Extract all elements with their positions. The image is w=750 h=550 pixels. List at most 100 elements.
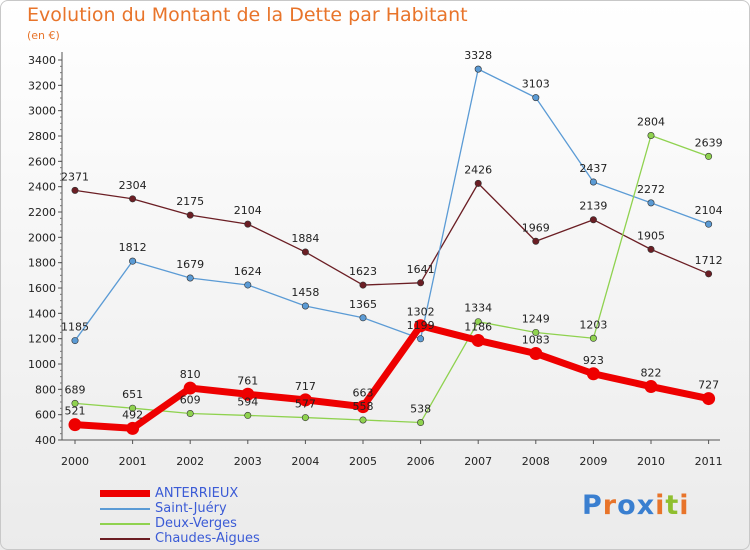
- data-point-anterrieux: [126, 421, 140, 435]
- legend-label: Chaudes-Aigues: [155, 531, 260, 546]
- data-label-deux-verges: 538: [410, 403, 431, 416]
- data-label-deux-verges: 651: [122, 388, 143, 401]
- y-tick-label: 3400: [28, 54, 56, 67]
- data-label-anterrieux: 521: [65, 405, 86, 418]
- data-label-saint-ju-ry: 1679: [176, 258, 204, 271]
- data-point-anterrieux: [68, 418, 82, 432]
- data-point-chaudes-aigues: [589, 216, 597, 224]
- data-label-chaudes-aigues: 2371: [61, 170, 89, 183]
- data-point-anterrieux: [356, 400, 370, 414]
- data-label-deux-verges: 609: [180, 394, 201, 407]
- data-label-saint-ju-ry: 2104: [695, 204, 723, 217]
- data-label-saint-ju-ry: 1624: [234, 265, 262, 278]
- x-tick-label: 2000: [61, 455, 89, 468]
- y-tick-label: 400: [35, 434, 56, 447]
- data-point-deux-verges: [129, 404, 137, 412]
- data-label-anterrieux: 663: [353, 387, 374, 400]
- logo-letter: t: [665, 490, 680, 521]
- data-point-chaudes-aigues: [474, 179, 482, 187]
- data-point-anterrieux: [183, 381, 197, 395]
- data-label-deux-verges: 1249: [522, 312, 550, 325]
- data-label-anterrieux: 923: [583, 354, 604, 367]
- data-label-deux-verges: 558: [353, 400, 374, 413]
- data-point-deux-verges: [647, 131, 655, 139]
- x-tick-label: 2008: [522, 455, 550, 468]
- data-point-saint-ju-ry: [474, 65, 482, 73]
- data-label-chaudes-aigues: 2139: [579, 200, 607, 213]
- data-label-anterrieux: 727: [698, 379, 719, 392]
- data-label-saint-ju-ry: 3103: [522, 78, 550, 91]
- data-point-deux-verges: [589, 334, 597, 342]
- data-point-deux-verges: [474, 318, 482, 326]
- data-point-saint-ju-ry: [359, 314, 367, 322]
- data-label-anterrieux: 810: [180, 368, 201, 381]
- data-point-deux-verges: [532, 328, 540, 336]
- logo-letter: x: [636, 490, 656, 521]
- data-point-saint-ju-ry: [71, 337, 79, 345]
- data-label-saint-ju-ry: 1199: [407, 319, 435, 332]
- data-label-anterrieux: 492: [122, 408, 143, 421]
- data-point-deux-verges: [71, 399, 79, 407]
- y-tick-label: 2600: [28, 155, 56, 168]
- series-line-chaudes-aigues: [74, 182, 710, 286]
- x-tick-label: 2005: [349, 455, 377, 468]
- data-point-chaudes-aigues: [532, 237, 540, 245]
- legend-label: Saint-Juéry: [155, 501, 227, 516]
- x-tick-label: 2006: [407, 455, 435, 468]
- data-point-deux-verges: [186, 410, 194, 418]
- data-point-deux-verges: [359, 416, 367, 424]
- data-label-anterrieux: 822: [641, 367, 662, 380]
- y-tick-label: 2400: [28, 181, 56, 194]
- data-label-chaudes-aigues: 1712: [695, 254, 723, 267]
- y-tick-label: 1000: [28, 358, 56, 371]
- data-point-saint-ju-ry: [244, 281, 252, 289]
- data-label-chaudes-aigues: 1905: [637, 229, 665, 242]
- y-tick-label: 800: [35, 383, 56, 396]
- data-label-chaudes-aigues: 2426: [464, 163, 492, 176]
- data-point-chaudes-aigues: [301, 248, 309, 256]
- data-label-deux-verges: 689: [65, 383, 86, 396]
- data-label-anterrieux: 717: [295, 380, 316, 393]
- series-line-saint-ju-ry: [74, 68, 710, 342]
- data-point-anterrieux: [298, 393, 312, 407]
- data-point-saint-ju-ry: [301, 302, 309, 310]
- data-label-chaudes-aigues: 1969: [522, 221, 550, 234]
- logo-letter: P: [582, 490, 603, 521]
- data-label-anterrieux: 761: [237, 374, 258, 387]
- data-label-chaudes-aigues: 2304: [119, 179, 147, 192]
- legend-swatch: [100, 507, 150, 510]
- data-label-deux-verges: 2804: [637, 115, 665, 128]
- data-point-saint-ju-ry: [647, 199, 655, 207]
- data-label-anterrieux: 1083: [522, 333, 550, 346]
- data-point-chaudes-aigues: [647, 245, 655, 253]
- legend-swatch: [100, 490, 150, 497]
- legend-label: Deux-Verges: [155, 516, 237, 531]
- data-point-anterrieux: [529, 346, 543, 360]
- data-label-saint-ju-ry: 1458: [291, 286, 319, 299]
- logo-letter: r: [602, 490, 618, 521]
- data-point-saint-ju-ry: [129, 257, 137, 265]
- data-label-saint-ju-ry: 1812: [119, 241, 147, 254]
- data-label-chaudes-aigues: 1641: [407, 263, 435, 276]
- data-point-anterrieux: [702, 392, 716, 406]
- series-line-deux-verges: [74, 134, 710, 424]
- y-tick-label: 2800: [28, 130, 56, 143]
- data-label-deux-verges: 2639: [695, 136, 723, 149]
- chart-title: Evolution du Montant de la Dette par Hab…: [27, 4, 468, 26]
- data-point-chaudes-aigues: [417, 279, 425, 287]
- data-point-chaudes-aigues: [186, 211, 194, 219]
- y-tick-label: 3200: [28, 79, 56, 92]
- y-tick-label: 1200: [28, 333, 56, 346]
- data-point-chaudes-aigues: [705, 270, 713, 278]
- data-point-saint-ju-ry: [589, 178, 597, 186]
- y-tick-label: 3000: [28, 105, 56, 118]
- data-point-deux-verges: [244, 411, 252, 419]
- data-label-deux-verges: 1203: [579, 318, 607, 331]
- data-label-deux-verges: 577: [295, 398, 316, 411]
- data-point-anterrieux: [644, 380, 658, 394]
- data-point-chaudes-aigues: [359, 281, 367, 289]
- logo-letter: i: [655, 490, 666, 521]
- data-label-saint-ju-ry: 2272: [637, 183, 665, 196]
- logo-letter: o: [617, 490, 637, 521]
